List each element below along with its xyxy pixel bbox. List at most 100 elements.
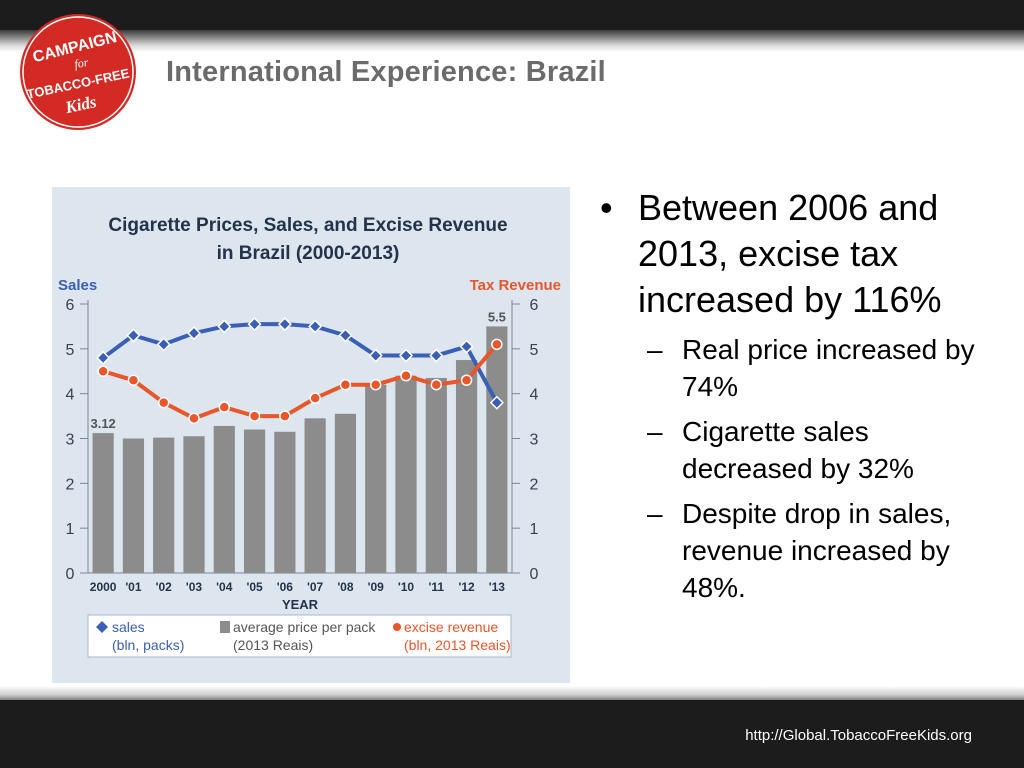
x-tick-label: '02: [156, 580, 173, 594]
y-axis-right-label: Tax Revenue: [470, 277, 561, 294]
x-tick-label: '13: [489, 580, 506, 594]
sales-point: [459, 339, 474, 354]
price-bar: [183, 436, 205, 573]
sales-point: [308, 319, 323, 334]
excise-revenue-point: [188, 412, 200, 425]
x-tick-label: '06: [277, 580, 294, 594]
y-tick-label-left: 4: [66, 387, 75, 404]
price-bar: [425, 377, 447, 573]
series-lines: [96, 317, 504, 425]
excise-revenue-point: [460, 374, 473, 386]
sub-bullet-price-text: Real price increased by 74%: [682, 334, 975, 402]
sub-bullet-dash: –: [647, 498, 663, 529]
excise-revenue-point: [400, 369, 412, 382]
legend-sales-unit: (bln, packs): [112, 637, 184, 653]
x-tick-label: '12: [458, 580, 475, 594]
bar-data-labels: 3.12 5.5: [90, 309, 505, 431]
sales-point: [186, 326, 202, 341]
excise-revenue-point: [97, 365, 109, 377]
legend-price-marker: [220, 621, 230, 633]
footer-url[interactable]: http://Global.TobaccoFreeKids.org: [745, 727, 972, 744]
y-tick-label-right: 0: [530, 566, 539, 583]
y-tick-label-left: 6: [66, 297, 75, 314]
legend-sales-marker: [96, 621, 108, 633]
sales-point: [156, 337, 171, 352]
bullet-main: • Between 2006 and 2013, excise tax incr…: [600, 185, 1000, 323]
logo-ring: [22, 16, 134, 128]
y-tick-label-right: 5: [530, 342, 539, 359]
slide-title: International Experience: Brazil: [166, 56, 606, 88]
excise-revenue-point: [491, 338, 503, 351]
campaign-logo: CAMPAIGN for TOBACCO-FREE Kids: [20, 14, 136, 130]
y-tick-label-left: 3: [66, 432, 75, 449]
logo-circle: [20, 14, 136, 130]
price-bar: [92, 433, 114, 573]
y-axis-left-label: Sales: [58, 277, 97, 294]
x-tick-label: '01: [125, 580, 142, 594]
top-banner-fade: [0, 30, 1024, 52]
excise-revenue-point: [369, 378, 382, 391]
x-tick-label: '10: [398, 580, 415, 594]
sub-bullet-dash: –: [647, 334, 663, 365]
chart-svg: Cigarette Prices, Sales, and Excise Reve…: [58, 215, 561, 658]
x-axis-label: YEAR: [282, 597, 319, 612]
price-bar: [365, 384, 387, 573]
bullet-main-text: Between 2006 and 2013, excise tax increa…: [638, 187, 942, 320]
price-bar: [122, 438, 145, 573]
sales-point: [368, 348, 383, 363]
chart-legend: sales (bln, packs) average price per pack (…: [87, 614, 512, 658]
chart-panel: Cigarette Prices, Sales, and Excise Reve…: [52, 187, 570, 683]
sub-bullet-revenue: – Despite drop in sales, revenue increas…: [600, 495, 1000, 606]
price-bar: [455, 360, 478, 573]
sales-point: [429, 348, 444, 363]
price-bar: [304, 418, 326, 573]
y-tick-label-left: 5: [66, 342, 75, 359]
logo-text-for: for: [73, 55, 90, 71]
excise-revenue-point: [157, 396, 170, 409]
x-tick-labels: 2000 '01 '02 '03 '04 '05 '06 '07 '08 '09 '10 '11 '12…: [90, 580, 505, 594]
y-tick-label-right: 2: [530, 476, 539, 493]
bottom-banner: [0, 700, 1024, 768]
sales-point: [217, 319, 232, 334]
price-bar: [334, 413, 357, 573]
price-bars: [92, 326, 508, 573]
y-tick-label-right: 4: [530, 387, 539, 404]
price-bar: [243, 429, 266, 573]
sub-bullet-dash: –: [647, 416, 663, 447]
y-tick-label-right: 1: [530, 521, 539, 538]
chart-title: Cigarette Prices, Sales, and Excise Reve…: [108, 215, 507, 236]
excise-revenue-point: [279, 410, 291, 422]
excise-revenue-point: [430, 378, 443, 391]
bar-data-label: 3.12: [90, 416, 115, 431]
price-bar: [153, 437, 175, 573]
sales-point: [247, 317, 262, 332]
x-tick-label: 2000: [90, 580, 117, 594]
bar-data-label: 5.5: [488, 309, 506, 324]
x-tick-label: '07: [307, 580, 324, 594]
excise-revenue-point: [248, 410, 261, 422]
legend-box: [87, 614, 512, 658]
y-tick-label-left: 0: [66, 566, 75, 583]
chart-title-line2: in Brazil (2000-2013): [217, 243, 400, 264]
y-tick-label-left: 2: [66, 476, 75, 493]
sales-point: [126, 328, 141, 343]
legend-price-label: average price per pack: [233, 619, 376, 635]
x-tick-label: '05: [246, 580, 263, 594]
sales-point: [398, 348, 414, 363]
y-tick-label-left: 1: [66, 521, 75, 538]
x-tick-label: '09: [368, 580, 385, 594]
y-tick-label-right: 3: [530, 432, 539, 449]
price-bar: [486, 326, 508, 573]
excise-revenue-point: [218, 401, 231, 413]
x-tick-label: '08: [337, 580, 354, 594]
sub-bullet-sales-text: Cigarette sales decreased by 32%: [682, 416, 914, 484]
excise-revenue-point: [339, 378, 352, 391]
bullet-dot: •: [600, 187, 613, 228]
legend-revenue-unit: (bln, 2013 Reais): [404, 637, 511, 653]
x-tick-label: '04: [216, 580, 233, 594]
price-bar: [395, 375, 417, 573]
legend-revenue-marker: [393, 623, 401, 631]
legend-price-unit: (2013 Reais): [233, 637, 313, 653]
excise-revenue-point: [127, 374, 140, 386]
excise-revenue-point: [309, 392, 321, 404]
